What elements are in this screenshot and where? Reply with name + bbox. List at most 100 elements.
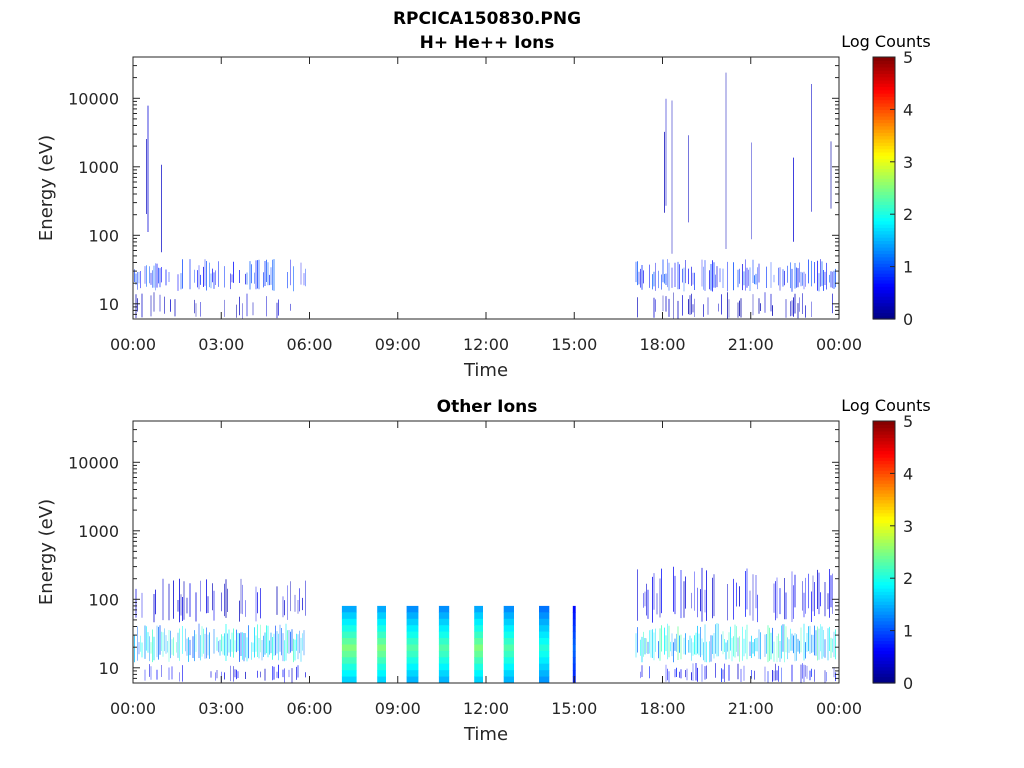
colorbar-segment: [873, 224, 895, 228]
colorbar-segment: [873, 233, 895, 238]
colorbar-segment: [873, 315, 895, 320]
colorbar-segment: [873, 493, 895, 497]
count-block: [134, 623, 305, 663]
count-cell: [377, 605, 386, 613]
colorbar-segment: [873, 246, 895, 251]
count-cell: [572, 618, 576, 626]
data-marks: [134, 566, 836, 684]
colorbar-segment: [873, 188, 895, 192]
colorbar-segment: [873, 565, 895, 569]
colorbar-segment: [873, 197, 895, 202]
count-cell: [377, 638, 386, 645]
colorbar-segment: [873, 443, 895, 448]
x-tick-label: 03:00: [198, 335, 244, 354]
count-cell: [406, 676, 419, 684]
count-cell: [406, 670, 419, 678]
colorbar-segment: [873, 663, 895, 668]
count-cell: [503, 663, 514, 671]
colorbar-segment: [873, 483, 895, 488]
y-axis-label: Energy (eV): [36, 499, 57, 605]
colorbar-segment: [873, 250, 895, 255]
colorbar-segment: [873, 427, 895, 432]
count-block: [135, 292, 291, 319]
colorbar-segment: [873, 102, 895, 107]
colorbar-segment: [873, 204, 895, 209]
colorbar-segment: [873, 181, 895, 186]
colorbar-segment: [873, 279, 895, 284]
count-cell: [341, 657, 357, 665]
colorbar-segment: [873, 122, 895, 127]
colorbar-segment: [873, 653, 895, 658]
x-tick-label: 21:00: [728, 335, 774, 354]
colorbar-segment: [873, 588, 895, 592]
x-tick-label: 03:00: [198, 699, 244, 718]
count-cell: [377, 612, 386, 620]
count-cell: [438, 657, 450, 665]
colorbar-segment: [873, 460, 895, 465]
colorbar-segment: [873, 614, 895, 619]
colorbar-segment: [873, 558, 895, 563]
count-cell: [438, 650, 450, 658]
count-cell: [539, 612, 550, 620]
count-cell: [438, 638, 450, 645]
colorbar-segment: [873, 512, 895, 517]
colorbar-segment: [873, 463, 895, 468]
colorbar-segment: [873, 115, 895, 120]
x-tick-label: 06:00: [286, 335, 332, 354]
colorbar-segment: [873, 496, 895, 501]
colorbar-segment: [873, 610, 895, 615]
colorbar-segment: [873, 604, 895, 609]
count-block: [664, 72, 832, 254]
count-cell: [474, 644, 483, 652]
count-cell: [406, 625, 419, 633]
colorbar-tick-label: 4: [903, 464, 913, 483]
colorbar-segment: [873, 437, 895, 442]
colorbar-segment: [873, 99, 895, 104]
colorbar-segment: [873, 509, 895, 514]
colorbar-segment: [873, 640, 895, 645]
y-tick-label: 10: [99, 295, 119, 314]
colorbar-segment: [873, 584, 895, 589]
count-cell: [438, 676, 450, 684]
colorbar-segment: [873, 676, 895, 681]
colorbar-segment: [873, 207, 895, 212]
count-cell: [474, 638, 483, 645]
count-cell: [377, 618, 386, 626]
colorbar-segment: [873, 151, 895, 156]
count-cell: [539, 605, 550, 613]
count-cell: [438, 625, 450, 633]
count-cell: [341, 631, 357, 639]
x-tick-label: 12:00: [463, 335, 509, 354]
count-cell: [341, 625, 357, 633]
colorbar-segment: [873, 666, 895, 671]
colorbar-segment: [873, 305, 895, 310]
count-block: [474, 605, 483, 684]
count-cell: [572, 670, 576, 678]
colorbar-segment: [873, 532, 895, 537]
count-cell: [503, 618, 514, 626]
count-cell: [341, 638, 357, 645]
colorbar-segment: [873, 138, 895, 143]
colorbar-segment: [873, 132, 895, 137]
count-cell: [503, 605, 514, 613]
count-block: [406, 605, 419, 684]
count-cell: [341, 663, 357, 671]
colorbar-tick-label: 4: [903, 100, 913, 119]
count-cell: [539, 676, 550, 684]
count-cell: [406, 657, 419, 665]
x-tick-label: 00:00: [816, 335, 862, 354]
colorbar-segment: [873, 273, 895, 278]
count-block: [539, 605, 550, 684]
colorbar-segment: [873, 210, 895, 215]
colorbar-segment: [873, 476, 895, 481]
colorbar-segment: [873, 70, 895, 74]
count-cell: [539, 657, 550, 665]
count-block: [135, 578, 306, 623]
colorbar-segment: [873, 292, 895, 297]
count-block: [637, 292, 833, 319]
count-cell: [539, 625, 550, 633]
count-block: [438, 605, 450, 684]
colorbar-segment: [873, 93, 895, 97]
colorbar-segment: [873, 66, 895, 71]
